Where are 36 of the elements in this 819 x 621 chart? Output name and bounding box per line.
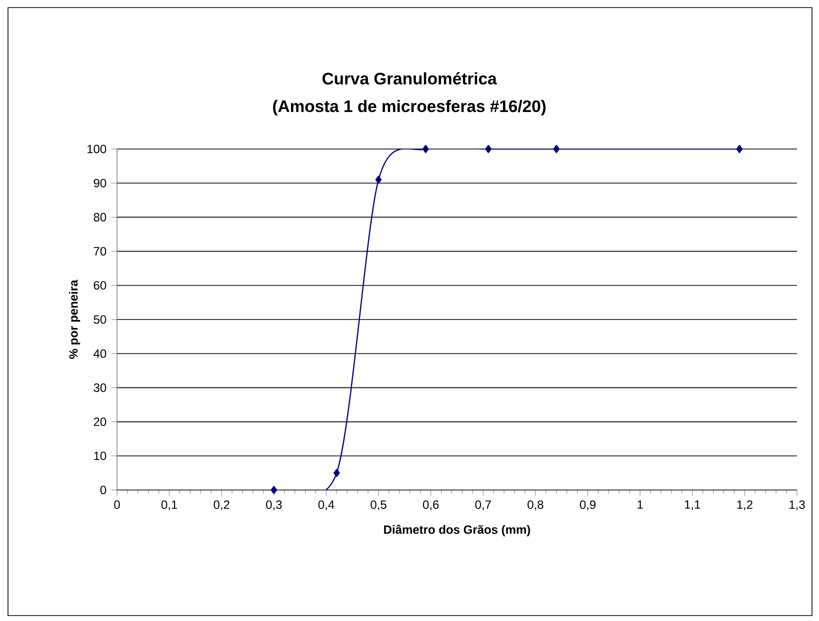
point: [736, 144, 743, 154]
x-tick-label: 0: [114, 500, 120, 509]
x-tick-label: 0,1: [161, 500, 178, 510]
y-tick-label: 100: [88, 144, 106, 154]
chart-subtitle: (Amosta 1 de microesferas #16/20): [273, 100, 546, 116]
y-axis-title: % por peneira: [68, 280, 80, 359]
point: [270, 486, 278, 494]
point: [333, 468, 340, 478]
x-tick-label: 0,7: [475, 500, 491, 510]
x-tick-label: 0,9: [580, 500, 596, 510]
x-tick-label: 0,3: [266, 500, 282, 510]
point: [485, 144, 492, 154]
y-tick-label: 0: [100, 486, 106, 494]
x-tick-label: 0,4: [318, 500, 334, 510]
point: [375, 176, 382, 184]
point: [422, 144, 429, 154]
x-axis-title: Diâmetro dos Grãos (mm): [384, 524, 530, 536]
y-tick-label: 50: [94, 315, 106, 324]
point: [553, 144, 560, 154]
y-tick-label: 10: [94, 452, 106, 460]
y-tick-label: 70: [94, 247, 106, 256]
x-tick-label: 0,2: [214, 500, 230, 510]
y-tick-label: 40: [94, 349, 106, 358]
y-tick-label: 60: [94, 281, 106, 290]
x-tick-label: 1,3: [790, 500, 805, 510]
y-tick-label: 80: [94, 212, 106, 222]
x-tick-label: 1: [638, 500, 643, 509]
y-tick-label: 30: [94, 383, 106, 392]
x-tick-label: 0,6: [422, 500, 439, 510]
y-tick-label: 20: [94, 418, 106, 426]
chart-title: Curva Granulométrica: [322, 72, 497, 85]
x-tick-label: 1,2: [737, 500, 752, 510]
x-tick-label: 0,8: [528, 500, 544, 510]
y-tick-label: 90: [94, 178, 106, 188]
x-tick-label: 0,5: [370, 500, 386, 510]
x-tick-label: 1,1: [684, 500, 700, 510]
